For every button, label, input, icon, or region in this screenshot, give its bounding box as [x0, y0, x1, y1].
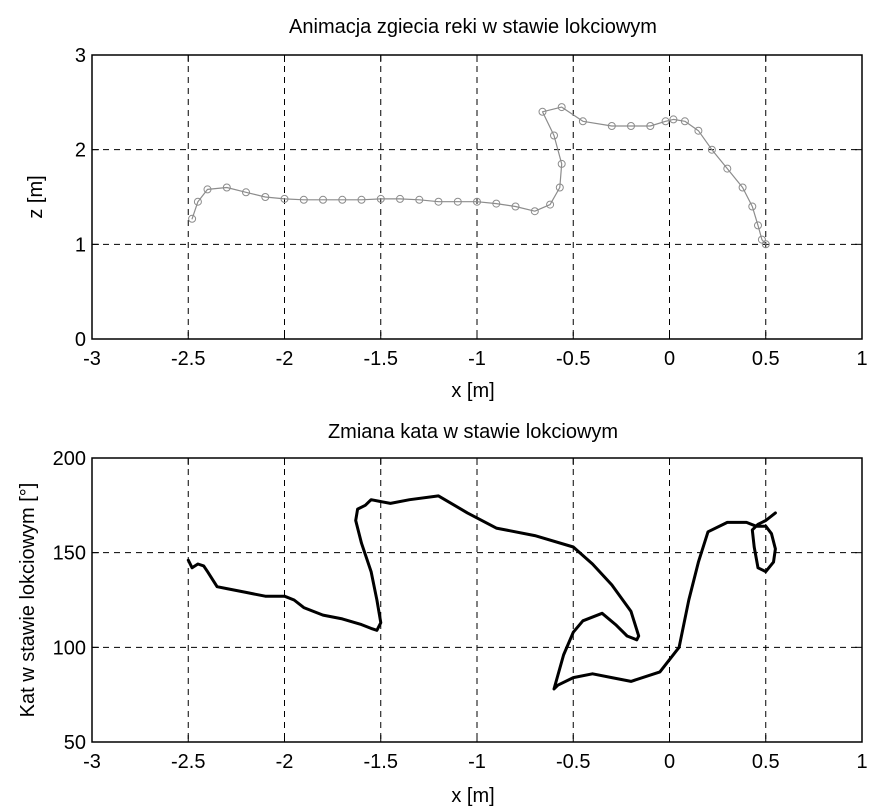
- plot-arm-animation: Animacja zgiecia reki w stawie lokciowym…: [25, 16, 868, 402]
- data-point: [680, 117, 689, 126]
- data-point: [661, 117, 670, 126]
- data-point: [748, 202, 757, 211]
- x-axis-label-bottom: x [m]: [451, 785, 494, 807]
- x-axis-label-top: x [m]: [451, 380, 494, 402]
- y-tick-label: 3: [75, 45, 86, 67]
- x-tick-label: -1.5: [364, 348, 398, 370]
- data-point: [550, 131, 558, 140]
- data-point: [530, 207, 539, 216]
- data-point: [723, 164, 732, 173]
- data-point: [203, 185, 212, 194]
- data-point: [738, 183, 747, 192]
- data-point: [757, 235, 766, 244]
- x-tick-label: -0.5: [556, 751, 590, 773]
- y-tick-label: 100: [53, 637, 86, 659]
- data-point: [707, 145, 716, 154]
- data-point: [453, 197, 462, 206]
- data-point: [754, 221, 762, 230]
- data-point: [546, 200, 555, 209]
- y-tick-label: 2: [75, 140, 86, 162]
- data-point: [627, 122, 635, 130]
- x-tick-label: 1: [856, 348, 867, 370]
- grid-top: [92, 55, 862, 339]
- data-point: [761, 240, 770, 249]
- x-tick-label: -2: [276, 751, 294, 773]
- x-tick-label: -1: [468, 751, 486, 773]
- y-tick-label: 150: [53, 543, 86, 565]
- chart-title-bottom: Zmiana kata w stawie lokciowym: [328, 421, 618, 443]
- data-point: [492, 199, 501, 208]
- axes-box-top: [91, 54, 863, 340]
- data-point: [242, 188, 250, 197]
- data-point: [434, 197, 443, 206]
- y-tick-label: 200: [53, 448, 86, 470]
- x-tick-label: 0.5: [752, 751, 780, 773]
- data-point: [578, 117, 587, 126]
- x-tick-label: 0.5: [752, 348, 780, 370]
- data-point: [538, 107, 547, 116]
- y-tick-label: 50: [64, 732, 86, 754]
- data-point: [415, 195, 424, 204]
- x-tick-label: -1: [468, 348, 486, 370]
- data-line: [191, 106, 767, 245]
- x-tick-label: 1: [856, 751, 867, 773]
- data-point: [555, 183, 564, 192]
- data-point: [188, 214, 197, 223]
- marks-top: [188, 103, 770, 249]
- marks-bottom: [186, 494, 777, 691]
- data-point: [607, 122, 616, 130]
- data-line: [186, 494, 777, 691]
- data-point: [357, 195, 366, 204]
- x-tick-label: -0.5: [556, 348, 590, 370]
- y-axis-label-bottom: Kat w stawie lokciowym [°]: [17, 483, 39, 718]
- chart-title-top: Animacja zgiecia reki w stawie lokciowym: [289, 16, 657, 38]
- y-tick-label: 0: [75, 329, 86, 351]
- plot-elbow-angle: Zmiana kata w stawie lokciowym -3 -2.5 -2 -…: [17, 421, 868, 807]
- data-point: [473, 197, 481, 206]
- data-point: [261, 193, 270, 201]
- ticks-top: -3 -2.5 -2 -1.5 -1 -0.5 0 0.5 1 0 1 2 3: [75, 45, 868, 370]
- data-point: [557, 103, 566, 112]
- data-point: [511, 202, 520, 211]
- data-point: [557, 159, 566, 168]
- x-tick-label: 0: [664, 348, 675, 370]
- data-point: [222, 183, 231, 192]
- x-tick-label: -2.5: [171, 348, 205, 370]
- data-point: [280, 194, 289, 203]
- data-point: [376, 194, 385, 203]
- x-tick-label: 0: [664, 751, 675, 773]
- x-tick-label: -1.5: [364, 751, 398, 773]
- x-tick-label: -3: [83, 751, 101, 773]
- data-point: [299, 195, 308, 204]
- data-point: [338, 195, 347, 204]
- x-tick-label: -2.5: [171, 751, 205, 773]
- grid-bottom: [92, 458, 862, 742]
- x-tick-label: -3: [83, 348, 101, 370]
- axes-box-bottom: [91, 457, 863, 743]
- y-axis-label-top: z [m]: [25, 175, 47, 218]
- data-point: [646, 122, 655, 130]
- data-point: [193, 197, 202, 206]
- data-point: [396, 194, 404, 203]
- data-point: [694, 126, 703, 135]
- data-point: [319, 195, 327, 204]
- data-point: [669, 115, 678, 124]
- x-tick-label: -2: [276, 348, 294, 370]
- y-tick-label: 1: [75, 234, 86, 256]
